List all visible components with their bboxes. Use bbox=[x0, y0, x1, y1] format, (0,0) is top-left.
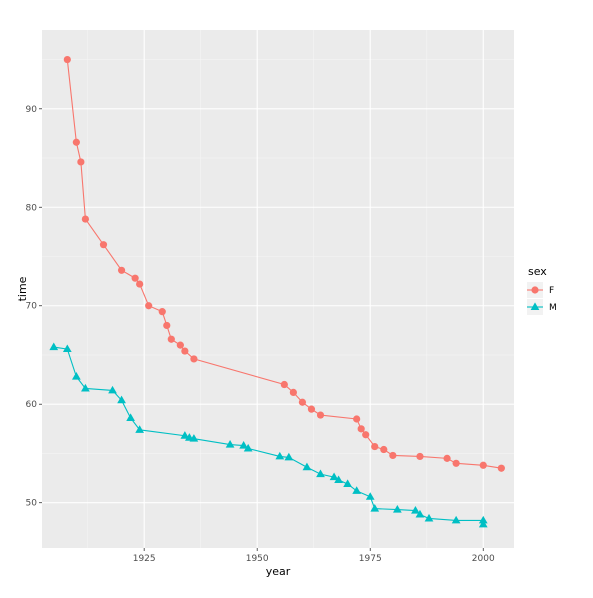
data-point-F bbox=[72, 138, 80, 146]
data-point-M bbox=[225, 439, 235, 448]
data-point-M bbox=[451, 515, 461, 524]
x-axis-title: year bbox=[266, 565, 291, 578]
data-point-M bbox=[352, 486, 362, 494]
data-point-F bbox=[371, 442, 379, 451]
data-point-M bbox=[302, 462, 312, 471]
data-point-M bbox=[189, 434, 199, 442]
legend-marker-F bbox=[531, 286, 539, 294]
data-point-F bbox=[117, 266, 126, 274]
data-point-F bbox=[81, 215, 90, 223]
data-point-F bbox=[416, 452, 424, 461]
data-point-M bbox=[284, 452, 294, 461]
series-M bbox=[49, 342, 488, 528]
data-point-F bbox=[452, 459, 460, 467]
data-point-F bbox=[63, 55, 71, 64]
grid bbox=[42, 30, 514, 548]
data-point-F bbox=[99, 241, 108, 249]
legend-label-M: M bbox=[549, 303, 557, 313]
data-point-F bbox=[167, 335, 175, 343]
data-point-M bbox=[62, 344, 72, 353]
data-point-F bbox=[389, 451, 397, 460]
data-point-M bbox=[370, 504, 380, 512]
data-point-F bbox=[353, 415, 361, 423]
x-tick-label: 1950 bbox=[246, 554, 269, 564]
series-F bbox=[63, 55, 505, 472]
data-point-F bbox=[289, 388, 297, 397]
data-point-M bbox=[243, 443, 253, 452]
data-point-F bbox=[136, 280, 144, 288]
data-point-F bbox=[357, 425, 365, 433]
data-point-M bbox=[411, 505, 420, 514]
data-point-F bbox=[181, 347, 189, 355]
data-point-F bbox=[316, 411, 325, 419]
data-point-M bbox=[71, 372, 81, 380]
legend-key-F bbox=[527, 282, 543, 298]
legend-label-F: F bbox=[549, 286, 554, 296]
data-point-F bbox=[380, 445, 388, 454]
data-point-F bbox=[280, 380, 288, 389]
data-point-M bbox=[329, 472, 339, 481]
data-point-M bbox=[275, 451, 285, 460]
data-point-M bbox=[316, 469, 325, 478]
data-point-F bbox=[190, 355, 198, 363]
data-point-M bbox=[478, 519, 488, 528]
x-tick-label: 2000 bbox=[472, 554, 495, 564]
data-point-M bbox=[49, 342, 59, 351]
data-point-F bbox=[497, 464, 505, 472]
data-point-M bbox=[126, 413, 135, 421]
y-axis-title: time bbox=[16, 276, 29, 301]
y-tick-label: 70 bbox=[26, 302, 38, 312]
data-point-F bbox=[131, 274, 139, 282]
y-tick-label: 90 bbox=[26, 105, 38, 115]
series-layer bbox=[49, 55, 505, 528]
data-point-M bbox=[135, 425, 145, 433]
plot-panel bbox=[42, 30, 514, 548]
data-point-F bbox=[479, 461, 487, 469]
data-point-M bbox=[478, 515, 488, 524]
data-point-F bbox=[298, 398, 307, 406]
y-tick-label: 60 bbox=[26, 400, 38, 410]
data-point-F bbox=[145, 302, 153, 310]
data-point-F bbox=[176, 341, 184, 349]
legend-title: sex bbox=[528, 265, 547, 278]
data-point-M bbox=[108, 385, 117, 394]
data-point-M bbox=[415, 509, 425, 518]
y-axis: 50 60 70 80 90 bbox=[26, 105, 42, 509]
data-point-F bbox=[158, 308, 166, 316]
data-point-F bbox=[77, 158, 85, 166]
data-point-M bbox=[392, 504, 402, 513]
data-point-F bbox=[362, 431, 370, 439]
x-tick-label: 1975 bbox=[359, 554, 382, 564]
x-tick-label: 1925 bbox=[133, 554, 156, 564]
legend-marker-M bbox=[530, 302, 540, 310]
data-point-F bbox=[307, 405, 316, 413]
data-point-M bbox=[117, 395, 126, 404]
data-point-M bbox=[424, 513, 434, 522]
data-point-M bbox=[365, 492, 375, 500]
data-point-M bbox=[81, 383, 90, 392]
legend-key-M bbox=[527, 299, 543, 315]
data-point-M bbox=[180, 431, 190, 439]
y-tick-label: 50 bbox=[26, 499, 38, 509]
data-point-F bbox=[443, 454, 451, 462]
data-point-M bbox=[239, 440, 249, 449]
legend: sex FM bbox=[527, 265, 557, 315]
x-axis: 1925 1950 1975 2000 bbox=[133, 548, 495, 564]
y-tick-label: 80 bbox=[26, 203, 38, 213]
data-point-F bbox=[163, 321, 171, 330]
data-point-M bbox=[334, 475, 343, 484]
data-point-M bbox=[343, 479, 352, 487]
